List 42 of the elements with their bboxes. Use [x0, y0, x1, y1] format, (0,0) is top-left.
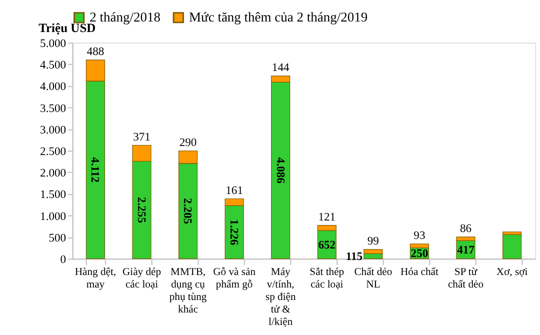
y-tick-label: 2.000: [40, 166, 66, 180]
x-tick-label: Gỗ và sản phẩm gỗ: [213, 267, 256, 291]
data-label: 290: [179, 136, 197, 150]
data-label: 417: [457, 244, 475, 257]
data-label: 2.255: [134, 196, 148, 224]
x-tick-label: Chất dẻo NL: [354, 267, 392, 291]
x-tick-label: Xơ, sợi: [496, 267, 528, 278]
x-tick-label: Hàng dệt, may: [74, 267, 116, 291]
data-label: 4.112: [88, 157, 102, 183]
x-tick-label: Giày dép các loại: [122, 267, 162, 291]
data-label: 1.226: [227, 219, 240, 246]
y-tick-label: 1.500: [40, 188, 66, 202]
y-tick-label: 500: [48, 231, 66, 244]
legend-label: Mức tăng thêm của 2 tháng/2019: [189, 9, 368, 24]
data-label: 86: [460, 222, 472, 236]
x-tick-label: Hóa chất: [400, 267, 438, 278]
y-tick-label: 3.000: [40, 123, 66, 136]
y-tick-label: 3.500: [40, 102, 66, 115]
data-label: 93: [414, 229, 426, 242]
data-label: 121: [318, 210, 336, 224]
y-tick-label: 4.500: [40, 58, 66, 72]
x-tick-label: MMTB, dụng cụ phụ tùng khác: [169, 267, 208, 316]
y-tick-label: 1.000: [40, 210, 66, 223]
data-label: 115: [346, 250, 363, 264]
data-label: 144: [272, 61, 290, 74]
bar: [364, 253, 383, 259]
data-label: 99: [367, 234, 380, 248]
data-label: 488: [86, 45, 104, 58]
y-tick-label: 0: [60, 253, 66, 266]
y-tick-label: 4.000: [40, 80, 66, 94]
data-label: 371: [133, 130, 151, 144]
data-label: 2.205: [181, 198, 194, 224]
data-label: 4.086: [274, 157, 287, 184]
data-label: 250: [410, 247, 428, 260]
x-tick-label: Sắt thép các loại: [310, 267, 344, 291]
data-label: 161: [226, 184, 244, 197]
x-tick-label: SP từ chất dẻo: [448, 267, 484, 291]
y-tick-label: 2.500: [40, 145, 66, 158]
x-tick-label: Máy v/tính, sp điện tử & l/kiện: [265, 267, 296, 328]
data-label: 652: [318, 238, 336, 252]
bar: [502, 234, 522, 259]
y-tick-label: 5.000: [40, 37, 66, 50]
